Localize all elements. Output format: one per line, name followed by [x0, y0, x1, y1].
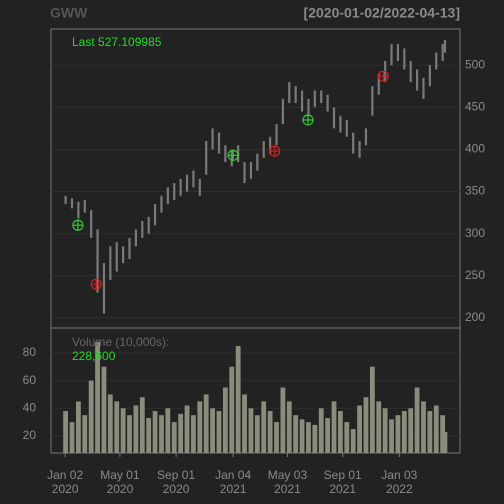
volume-bar — [222, 387, 228, 453]
volume-bar — [88, 380, 94, 453]
x-tick-year: 2020 — [52, 482, 79, 496]
signal-marker — [269, 145, 281, 157]
volume-bar — [197, 401, 203, 453]
volume-tick-label: 80 — [23, 345, 37, 359]
signal-marker — [72, 219, 84, 231]
volume-bar — [120, 408, 126, 453]
volume-bar — [433, 405, 439, 453]
volume-bar — [248, 408, 254, 453]
volume-bar — [293, 415, 299, 453]
y-tick-label: 250 — [465, 268, 485, 282]
volume-bar — [95, 341, 100, 453]
volume-bar — [369, 366, 375, 453]
volume-bar — [139, 397, 145, 453]
volume-bar — [363, 397, 369, 453]
x-tick-label: Jan 02 — [47, 468, 83, 482]
y-tick-label: 400 — [465, 142, 485, 156]
volume-bar — [408, 408, 414, 453]
volume-bar — [274, 422, 279, 453]
volume-bar — [107, 394, 113, 453]
volume-bar — [350, 429, 356, 453]
volume-bar — [299, 419, 305, 453]
x-tick-year: 2020 — [163, 482, 190, 496]
x-tick-label: May 01 — [100, 468, 140, 482]
volume-bar — [401, 411, 407, 453]
volume-bar — [357, 405, 362, 453]
volume-bar — [267, 411, 273, 453]
volume-bar — [127, 415, 132, 453]
x-tick-label: May 03 — [268, 468, 308, 482]
volume-bar — [133, 405, 139, 453]
volume-bar — [318, 408, 324, 453]
volume-last-label: 228,600 — [72, 349, 116, 363]
signal-marker — [90, 278, 102, 290]
volume-bar — [331, 401, 337, 453]
volume-tick-label: 40 — [23, 400, 37, 414]
volume-bar — [344, 422, 350, 453]
volume-bar — [210, 408, 215, 453]
volume-bar — [427, 411, 433, 453]
volume-bar — [421, 401, 426, 453]
volume-bar — [101, 366, 107, 453]
volume-bar — [184, 405, 190, 453]
x-tick-label: Sep 01 — [157, 468, 195, 482]
volume-bar — [229, 366, 235, 453]
signal-marker — [377, 70, 389, 82]
volume-bar — [254, 415, 260, 453]
x-tick-label: Sep 01 — [324, 468, 362, 482]
y-tick-label: 500 — [465, 57, 485, 71]
volume-tick-label: 60 — [23, 373, 37, 387]
volume-bar — [159, 415, 164, 453]
y-tick-label: 450 — [465, 100, 485, 114]
volume-bar — [178, 413, 184, 453]
x-tick-label: Jan 03 — [381, 468, 417, 482]
signal-marker — [227, 149, 239, 161]
volume-bar — [280, 387, 286, 453]
x-tick-year: 2021 — [274, 482, 301, 496]
volume-bar — [235, 345, 241, 453]
volume-bar — [203, 394, 209, 453]
volume-bar — [338, 411, 343, 453]
volume-bar — [286, 401, 292, 453]
volume-bar — [325, 417, 331, 453]
volume-tick-label: 20 — [23, 428, 37, 442]
volume-bar — [306, 422, 311, 453]
volume-bar — [165, 408, 171, 453]
volume-bar — [382, 408, 388, 453]
x-tick-year: 2021 — [329, 482, 356, 496]
volume-bar — [75, 401, 81, 453]
volume-bar — [69, 422, 75, 453]
volume-bar — [171, 422, 177, 453]
volume-bar — [242, 394, 247, 453]
volume-bar — [114, 401, 120, 453]
volume-bar — [442, 432, 448, 453]
volume-bar — [389, 419, 394, 453]
volume-bar — [312, 424, 318, 453]
y-tick-label: 300 — [465, 226, 485, 240]
volume-bar — [414, 387, 420, 453]
volume-bar — [191, 415, 196, 453]
y-tick-label: 350 — [465, 184, 485, 198]
volume-bar — [82, 415, 88, 453]
volume-label: Volume (10,000s): — [72, 335, 169, 349]
volume-bar — [261, 401, 267, 453]
volume-bar — [395, 415, 401, 453]
x-tick-label: Jan 04 — [215, 468, 251, 482]
signal-marker — [302, 114, 314, 126]
x-tick-year: 2022 — [386, 482, 413, 496]
y-tick-label: 200 — [465, 310, 485, 324]
volume-bar — [152, 411, 158, 453]
last-label: Last 527.109985 — [72, 35, 162, 49]
volume-bar — [63, 411, 69, 453]
chart-title: GWW — [50, 5, 88, 21]
x-tick-year: 2021 — [220, 482, 247, 496]
volume-bar — [146, 417, 152, 453]
volume-bar — [376, 401, 382, 453]
volume-bar — [216, 411, 222, 453]
date-range: [2020-01-02/2022-04-13] — [304, 5, 460, 21]
x-tick-year: 2020 — [107, 482, 134, 496]
